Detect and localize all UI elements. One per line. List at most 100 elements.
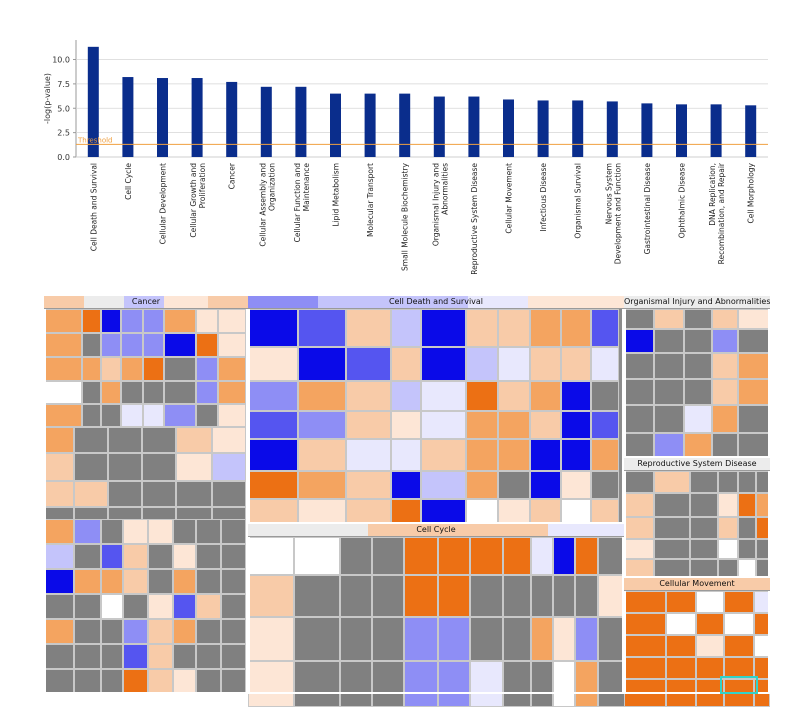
treemap-cell[interactable]	[738, 517, 756, 539]
treemap-cell[interactable]	[712, 379, 738, 405]
treemap-cell[interactable]	[690, 493, 718, 517]
treemap-cell[interactable]	[553, 617, 575, 661]
treemap-cell[interactable]	[404, 537, 438, 575]
treemap-cell[interactable]	[696, 591, 724, 613]
treemap-cell[interactable]	[121, 404, 143, 427]
treemap-cell[interactable]	[531, 537, 553, 575]
treemap-cell[interactable]	[196, 594, 221, 619]
treemap-cell[interactable]	[598, 537, 625, 575]
treemap-cell[interactable]	[164, 381, 196, 404]
treemap-cell[interactable]	[248, 439, 298, 471]
treemap-cell[interactable]	[738, 539, 756, 559]
treemap-cell[interactable]	[738, 493, 756, 517]
treemap-cell[interactable]	[438, 617, 470, 661]
treemap-cell[interactable]	[591, 381, 619, 411]
treemap-cell[interactable]	[248, 471, 298, 499]
treemap-header-organismal-injury[interactable]: Organismal Injury and Abnormalities	[624, 296, 770, 309]
treemap-header-reproductive-system-disease[interactable]: Reproductive System Disease	[624, 458, 770, 471]
treemap-cell[interactable]	[164, 309, 196, 333]
treemap-cell[interactable]	[724, 635, 754, 657]
treemap-cell[interactable]	[212, 481, 246, 507]
treemap-cell[interactable]	[298, 347, 346, 381]
treemap-cell[interactable]	[218, 309, 246, 333]
treemap-cell[interactable]	[438, 537, 470, 575]
treemap-cell[interactable]	[372, 661, 404, 707]
treemap-cell[interactable]	[44, 427, 74, 453]
treemap-cell[interactable]	[101, 569, 123, 594]
treemap-cell[interactable]	[101, 381, 121, 404]
treemap-cell[interactable]	[372, 617, 404, 661]
treemap-cell[interactable]	[74, 519, 101, 544]
treemap-cell[interactable]	[696, 613, 724, 635]
treemap-cell[interactable]	[148, 569, 173, 594]
treemap-cell[interactable]	[101, 404, 121, 427]
treemap-cell[interactable]	[346, 347, 391, 381]
treemap-cell[interactable]	[248, 499, 298, 524]
treemap-cell[interactable]	[196, 309, 218, 333]
treemap-cell[interactable]	[340, 661, 372, 707]
treemap-cell[interactable]	[123, 544, 148, 569]
treemap-cell[interactable]	[561, 309, 591, 347]
treemap-cell[interactable]	[298, 411, 346, 439]
treemap-cell[interactable]	[221, 569, 246, 594]
treemap-cell[interactable]	[221, 619, 246, 644]
treemap-cell[interactable]	[44, 569, 74, 594]
bar[interactable]	[157, 78, 168, 157]
treemap-cell[interactable]	[684, 379, 712, 405]
treemap-cell[interactable]	[148, 619, 173, 644]
treemap-cell[interactable]	[44, 309, 82, 333]
bar[interactable]	[364, 93, 376, 157]
treemap-cell[interactable]	[346, 381, 391, 411]
treemap-cell[interactable]	[196, 569, 221, 594]
treemap-cell[interactable]	[591, 411, 619, 439]
treemap-cell[interactable]	[196, 544, 221, 569]
treemap-header-cell-cycle[interactable]: Cell Cycle	[248, 524, 624, 537]
treemap-cell[interactable]	[503, 537, 531, 575]
treemap-cell[interactable]	[248, 381, 298, 411]
treemap-cell[interactable]	[148, 544, 173, 569]
treemap-cell[interactable]	[530, 471, 561, 499]
treemap-cell[interactable]	[340, 575, 372, 617]
treemap-cell[interactable]	[575, 617, 598, 661]
treemap-cell[interactable]	[143, 357, 164, 381]
treemap-cell[interactable]	[591, 471, 619, 499]
treemap-cell[interactable]	[738, 353, 770, 379]
treemap-cell[interactable]	[561, 347, 591, 381]
treemap-cell[interactable]	[470, 661, 503, 707]
treemap-cell[interactable]	[666, 635, 696, 657]
treemap-cell[interactable]	[718, 493, 738, 517]
treemap-cell[interactable]	[738, 471, 756, 493]
treemap-cell[interactable]	[466, 411, 498, 439]
bar[interactable]	[295, 86, 307, 157]
treemap-cell[interactable]	[712, 309, 738, 329]
treemap-cell[interactable]	[690, 539, 718, 559]
treemap-cell[interactable]	[575, 575, 598, 617]
treemap-cell[interactable]	[654, 433, 684, 457]
treemap-cell[interactable]	[221, 644, 246, 669]
treemap-cell[interactable]	[724, 591, 754, 613]
treemap-cell[interactable]	[561, 471, 591, 499]
treemap-cell[interactable]	[738, 329, 770, 353]
treemap-cell[interactable]	[74, 619, 101, 644]
treemap-cell[interactable]	[530, 381, 561, 411]
treemap-cell[interactable]	[121, 333, 143, 357]
treemap-cell[interactable]	[421, 347, 466, 381]
treemap-cell[interactable]	[690, 471, 718, 493]
treemap-cell[interactable]	[531, 575, 553, 617]
treemap-cell[interactable]	[143, 381, 164, 404]
bar[interactable]	[226, 81, 238, 157]
bar[interactable]	[468, 96, 480, 157]
treemap-cell[interactable]	[101, 619, 123, 644]
treemap-cell[interactable]	[503, 661, 531, 707]
bar[interactable]	[260, 86, 272, 157]
treemap-cell[interactable]	[696, 635, 724, 657]
treemap-cell[interactable]	[164, 333, 196, 357]
treemap-cell[interactable]	[101, 357, 121, 381]
treemap-cell[interactable]	[466, 309, 498, 347]
treemap-cell[interactable]	[164, 404, 196, 427]
treemap-cell[interactable]	[654, 379, 684, 405]
treemap-cell[interactable]	[561, 411, 591, 439]
treemap-cell[interactable]	[121, 381, 143, 404]
treemap-cell[interactable]	[142, 481, 176, 507]
treemap-cell[interactable]	[666, 613, 696, 635]
